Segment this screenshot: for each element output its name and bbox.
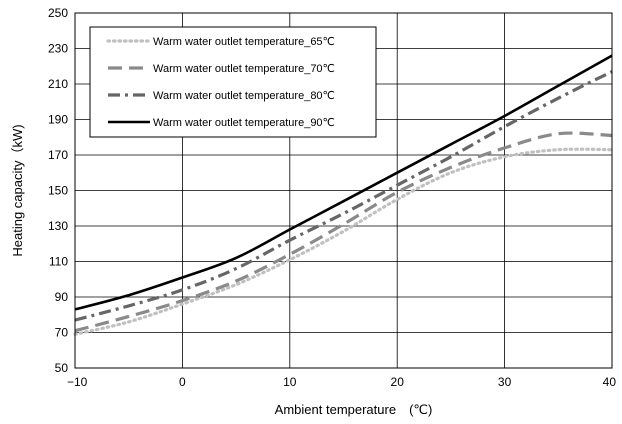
y-tick-label: 50	[55, 361, 69, 375]
x-tick-label: 10	[283, 375, 297, 389]
y-tick-label: 90	[55, 290, 69, 304]
y-axis-label: Heating capacity（kW)	[10, 124, 25, 256]
x-axis-label: Ambient temperature (℃)	[275, 402, 433, 417]
legend-label-0: Warm water outlet temperature_65℃	[153, 36, 335, 48]
x-tick-label: 20	[391, 375, 405, 389]
y-tick-label: 110	[49, 255, 68, 269]
plot-frame	[74, 12, 613, 369]
series-line-1	[74, 131, 613, 333]
y-tick-label: 150	[48, 184, 68, 198]
series-line-3	[74, 54, 613, 311]
y-tick-label: 210	[48, 77, 68, 91]
legend-label-3: Warm water outlet temperature_90℃	[153, 117, 335, 129]
y-tick-label: 230	[48, 42, 68, 56]
legend: Warm water outlet temperature_65℃ Warm wa…	[89, 26, 377, 138]
y-tick-label: 130	[48, 219, 68, 233]
y-tick-labels: 50 70 90 110 130 150 170 190 210 230 250	[48, 6, 68, 375]
x-tick-label: −10	[67, 375, 88, 389]
x-tick-label: 0	[179, 375, 186, 389]
x-tick-labels: −10 0 10 20 30 40	[67, 375, 616, 389]
series-lines	[73, 54, 614, 336]
series-line-0	[73, 147, 614, 336]
y-tick-label: 190	[48, 113, 68, 127]
legend-box	[89, 26, 377, 138]
x-tick-label: 40	[603, 375, 617, 389]
y-tick-label: 170	[48, 148, 68, 162]
legend-label-1: Warm water outlet temperature_70℃	[153, 63, 335, 75]
x-tick-label: 30	[498, 375, 512, 389]
y-tick-label: 70	[55, 326, 69, 340]
legend-label-2: Warm water outlet temperature_80℃	[153, 90, 335, 102]
y-tick-label: 250	[48, 6, 68, 20]
